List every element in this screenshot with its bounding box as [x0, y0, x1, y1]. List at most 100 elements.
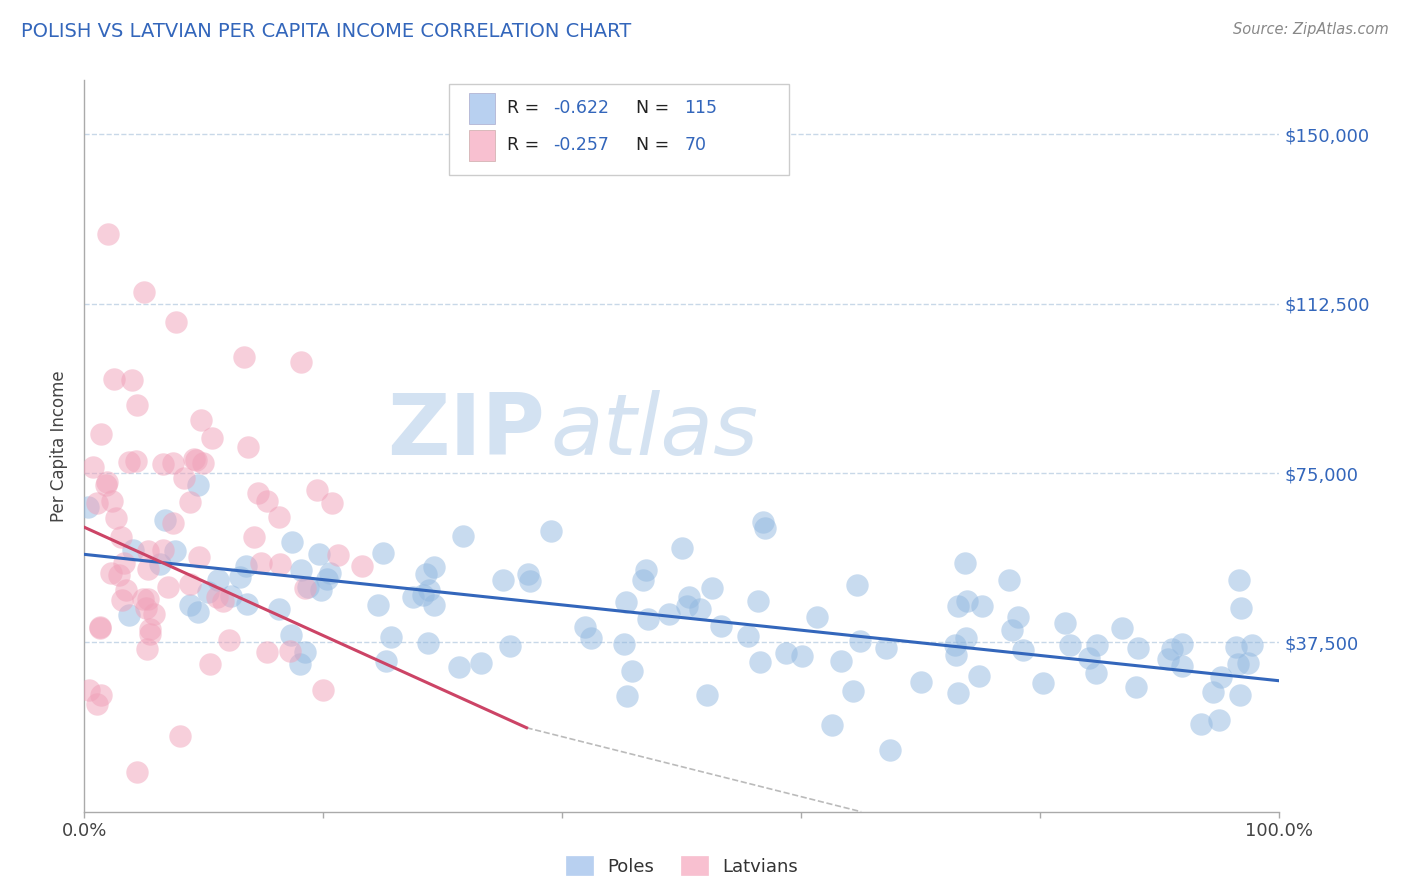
- Point: [112, 557, 135, 571]
- Point: [631, 573, 654, 587]
- Point: [269, 558, 291, 572]
- Text: POLISH VS LATVIAN PER CAPITA INCOME CORRELATION CHART: POLISH VS LATVIAN PER CAPITA INCOME CORR…: [21, 22, 631, 41]
- Point: [197, 585, 219, 599]
- Point: [211, 593, 233, 607]
- Point: [1225, 640, 1247, 655]
- Point: [110, 530, 132, 544]
- Point: [77, 683, 100, 698]
- Text: N =: N =: [637, 99, 675, 117]
- Point: [121, 373, 143, 387]
- Point: [875, 641, 897, 656]
- Point: [308, 547, 330, 561]
- Point: [1171, 659, 1194, 673]
- Point: [1001, 623, 1024, 637]
- Point: [821, 718, 844, 732]
- Point: [1111, 621, 1133, 635]
- Point: [367, 598, 389, 612]
- Point: [90, 688, 112, 702]
- Point: [114, 583, 136, 598]
- Point: [290, 563, 312, 577]
- Point: [183, 451, 205, 466]
- Point: [1229, 688, 1251, 702]
- Point: [321, 496, 343, 510]
- Y-axis label: Per Capita Income: Per Capita Income: [51, 370, 69, 522]
- Point: [1085, 638, 1108, 652]
- Point: [848, 633, 870, 648]
- Point: [1160, 641, 1182, 656]
- Bar: [470, 94, 495, 124]
- Point: [242, 530, 264, 544]
- Point: [402, 590, 425, 604]
- Point: [111, 593, 134, 607]
- Point: [122, 542, 145, 557]
- Point: [418, 582, 440, 597]
- Text: N =: N =: [637, 136, 675, 153]
- Text: R =: R =: [508, 99, 546, 117]
- Point: [162, 456, 184, 470]
- Point: [97, 227, 120, 241]
- Point: [412, 588, 434, 602]
- Point: [152, 457, 174, 471]
- Point: [96, 475, 118, 490]
- Point: [1226, 657, 1249, 672]
- Point: [149, 557, 172, 571]
- Point: [491, 573, 513, 587]
- Point: [1189, 717, 1212, 731]
- Point: [105, 510, 128, 524]
- Point: [447, 660, 470, 674]
- Point: [614, 595, 637, 609]
- Point: [294, 645, 316, 659]
- Text: Source: ZipAtlas.com: Source: ZipAtlas.com: [1233, 22, 1389, 37]
- Point: [519, 574, 541, 588]
- Point: [842, 683, 865, 698]
- Point: [190, 413, 212, 427]
- Point: [318, 566, 340, 581]
- Text: ZIP: ZIP: [387, 390, 544, 473]
- Point: [671, 541, 693, 555]
- Point: [281, 535, 304, 549]
- Point: [132, 285, 156, 300]
- Point: [179, 598, 201, 612]
- Point: [423, 598, 446, 612]
- Point: [373, 546, 395, 560]
- Point: [89, 619, 111, 633]
- Point: [1208, 713, 1230, 727]
- Point: [689, 601, 711, 615]
- Point: [90, 426, 112, 441]
- Point: [157, 581, 180, 595]
- Point: [754, 521, 776, 535]
- Point: [136, 591, 159, 606]
- Point: [616, 689, 638, 703]
- Point: [1007, 610, 1029, 624]
- Point: [634, 563, 657, 577]
- Point: [540, 524, 562, 539]
- Point: [86, 697, 108, 711]
- Point: [136, 544, 159, 558]
- Point: [135, 601, 157, 615]
- Text: R =: R =: [508, 136, 546, 153]
- Point: [1227, 574, 1250, 588]
- Point: [207, 573, 229, 587]
- Point: [288, 657, 311, 671]
- Point: [1125, 680, 1147, 694]
- Text: -0.257: -0.257: [553, 136, 609, 153]
- Point: [910, 674, 932, 689]
- Point: [94, 477, 117, 491]
- Point: [658, 607, 681, 621]
- Point: [267, 509, 290, 524]
- Text: -0.622: -0.622: [553, 99, 609, 117]
- Point: [620, 664, 643, 678]
- Point: [423, 559, 446, 574]
- Point: [775, 646, 797, 660]
- Point: [1202, 685, 1225, 699]
- Point: [118, 455, 141, 469]
- Point: [451, 529, 474, 543]
- Point: [613, 637, 636, 651]
- Point: [1053, 615, 1076, 630]
- Point: [956, 594, 979, 608]
- Point: [806, 610, 828, 624]
- Point: [945, 648, 967, 663]
- Point: [879, 743, 901, 757]
- Point: [256, 494, 278, 508]
- Point: [89, 621, 111, 635]
